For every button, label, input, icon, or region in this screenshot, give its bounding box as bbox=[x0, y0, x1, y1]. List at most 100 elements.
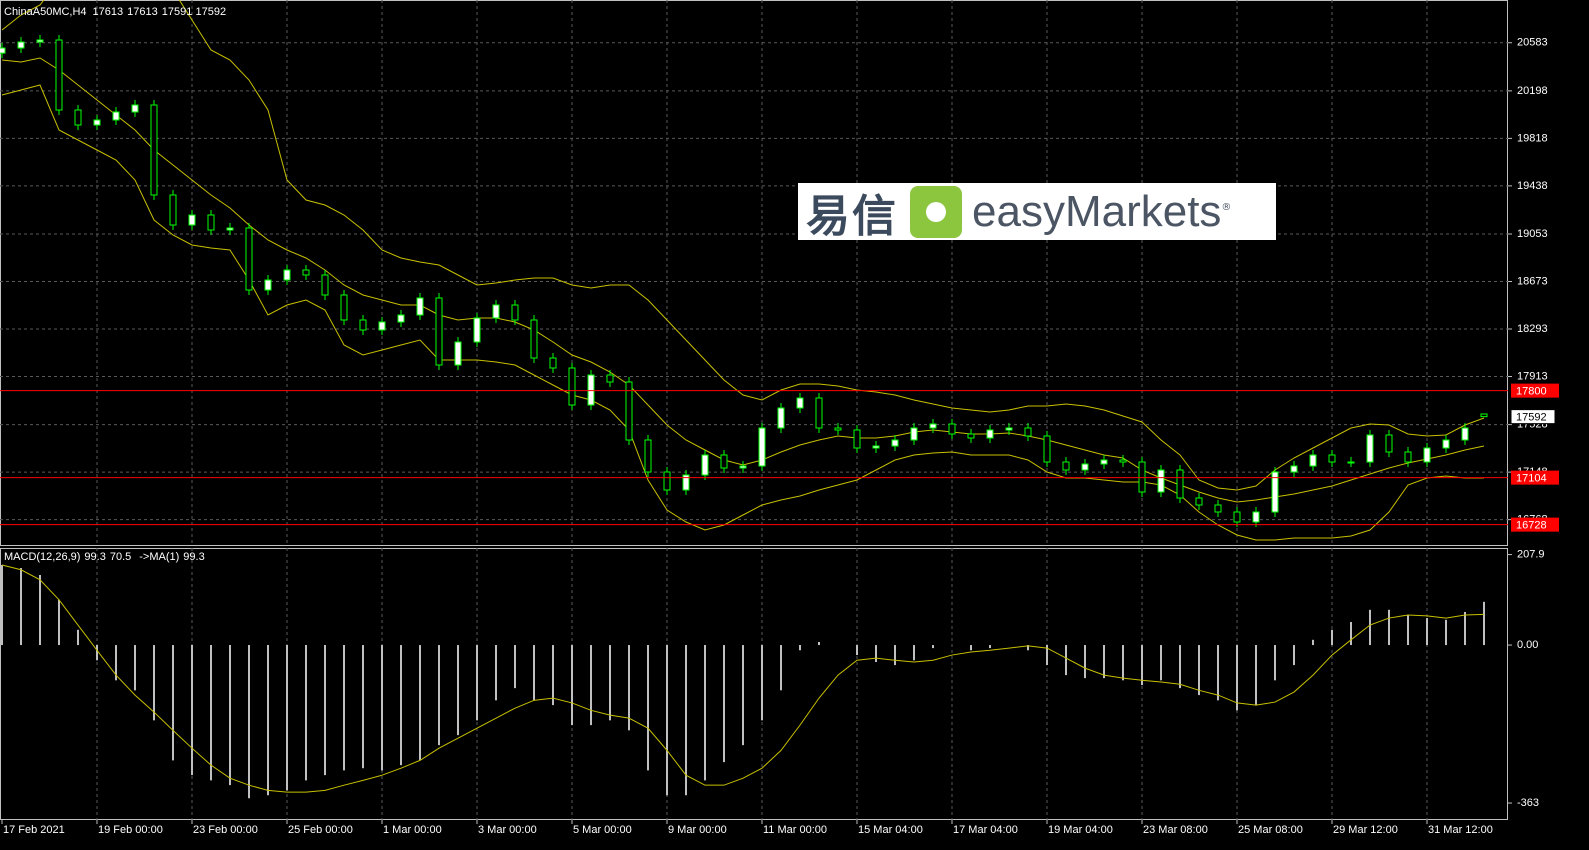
candle-body bbox=[796, 397, 804, 409]
band-upper bbox=[1, 0, 1485, 491]
candle-body bbox=[397, 314, 405, 323]
candle-body bbox=[549, 357, 557, 369]
candle-body bbox=[606, 374, 614, 383]
candle-body bbox=[1290, 465, 1298, 473]
candle-body bbox=[1271, 471, 1279, 513]
candle-body bbox=[131, 104, 139, 113]
logo: 易信 easyMarkets ® bbox=[798, 183, 1276, 242]
y-tick-label: 19053 bbox=[1517, 228, 1548, 240]
price-plot bbox=[0, 0, 1508, 541]
logo-registered: ® bbox=[1221, 202, 1232, 213]
candle-body bbox=[36, 39, 44, 43]
candle-body bbox=[0, 47, 6, 54]
macd-value: 99.3 bbox=[84, 551, 105, 563]
ma-label: ->MA(1) bbox=[139, 551, 179, 563]
candle-body bbox=[625, 381, 633, 441]
candle-body bbox=[948, 423, 956, 435]
candle-body bbox=[1024, 427, 1032, 437]
candle-body bbox=[112, 111, 120, 121]
candle-body bbox=[1309, 454, 1317, 467]
symbol: ChinaA50MC,H4 bbox=[4, 6, 87, 18]
candle-body bbox=[1119, 459, 1127, 463]
level-label-bg bbox=[1511, 383, 1559, 398]
candle-body bbox=[1442, 439, 1450, 449]
y-tick-label: 19438 bbox=[1517, 180, 1548, 192]
candle-body bbox=[815, 397, 823, 429]
candle-body bbox=[1423, 447, 1431, 463]
candle-body bbox=[853, 429, 861, 449]
x-tick-label: 1 Mar 00:00 bbox=[383, 824, 442, 836]
x-tick-label: 19 Feb 00:00 bbox=[98, 824, 163, 836]
x-tick-label: 11 Mar 00:00 bbox=[763, 824, 827, 836]
logo-icon bbox=[910, 185, 962, 238]
grid bbox=[0, 0, 1508, 820]
candle-body bbox=[245, 227, 253, 291]
candle-body bbox=[1480, 413, 1488, 418]
candle-body bbox=[720, 454, 728, 469]
ma-value: 99.3 bbox=[183, 551, 204, 563]
candle-body bbox=[1043, 435, 1051, 463]
candle-body bbox=[511, 304, 519, 321]
candle-body bbox=[1100, 459, 1108, 465]
level-label: 17104 bbox=[1516, 473, 1547, 485]
candle-body bbox=[1195, 497, 1203, 506]
candle-body bbox=[910, 427, 918, 441]
y-tick-label: 17913 bbox=[1517, 370, 1548, 382]
y-tick-label: 18293 bbox=[1517, 323, 1548, 335]
x-tick-label: 19 Mar 04:00 bbox=[1048, 824, 1113, 836]
y-tick-label: 20198 bbox=[1517, 85, 1548, 97]
x-tick-label: 29 Mar 12:00 bbox=[1333, 824, 1398, 836]
y-tick-label: 0.00 bbox=[1517, 639, 1538, 651]
candle-body bbox=[1347, 461, 1355, 464]
candle-body bbox=[416, 297, 424, 316]
candle-body bbox=[1366, 434, 1374, 463]
candle-body bbox=[17, 41, 25, 49]
signal-line bbox=[1, 564, 1485, 793]
y-tick-label: 207.9 bbox=[1517, 548, 1545, 560]
candle-body bbox=[967, 433, 975, 439]
candle-body bbox=[663, 471, 671, 491]
last-open: 17613 bbox=[93, 6, 124, 18]
candle-body bbox=[473, 317, 481, 343]
y-tick-label: 19818 bbox=[1517, 132, 1548, 144]
macd-title: MACD(12,26,9) bbox=[4, 551, 80, 563]
last-low: 17591 bbox=[162, 6, 192, 18]
candle-body bbox=[55, 39, 63, 111]
candle-body bbox=[302, 269, 310, 276]
candle-body bbox=[188, 214, 196, 226]
candle-body bbox=[530, 319, 538, 359]
y-tick-label: 18673 bbox=[1517, 275, 1548, 287]
x-tick-label: 5 Mar 00:00 bbox=[573, 824, 632, 836]
price-label-bg bbox=[1510, 409, 1556, 425]
candle-body bbox=[587, 374, 595, 406]
candle-body bbox=[872, 445, 880, 449]
axes: 20583 20198 19818 19438 19053 18673 18293 17913… bbox=[1, 37, 1559, 836]
candle-body bbox=[1404, 451, 1412, 463]
candle-body bbox=[929, 423, 937, 429]
x-tick-label: 3 Mar 00:00 bbox=[478, 824, 537, 836]
candle-body bbox=[834, 427, 842, 431]
candle-body bbox=[1252, 511, 1260, 523]
candle-body bbox=[169, 194, 177, 226]
level-label: 16728 bbox=[1516, 520, 1547, 532]
x-tick-label: 31 Mar 12:00 bbox=[1428, 824, 1493, 836]
candle-body bbox=[758, 427, 766, 467]
x-tick-label: 25 Feb 00:00 bbox=[288, 824, 353, 836]
candle-body bbox=[739, 465, 747, 469]
candle-body bbox=[701, 454, 709, 476]
logo-brand: easyMarkets bbox=[972, 186, 1222, 236]
logo-chinese: 易信 bbox=[806, 190, 898, 242]
candle-body bbox=[1138, 461, 1146, 493]
candle-body bbox=[1385, 434, 1393, 453]
price-pane bbox=[0, 0, 1508, 546]
candle-body bbox=[1214, 504, 1222, 513]
band-middle bbox=[1, 57, 1485, 503]
x-tick-label: 23 Feb 00:00 bbox=[193, 824, 258, 836]
price-header: ChinaA50MC,H4 17613 17613 17591 17592 bbox=[4, 6, 226, 18]
candle-body bbox=[321, 274, 329, 296]
candle-body bbox=[207, 214, 215, 231]
x-tick-label: 25 Mar 08:00 bbox=[1238, 824, 1303, 836]
candle-body bbox=[226, 227, 234, 231]
x-tick-label: 9 Mar 00:00 bbox=[668, 824, 727, 836]
